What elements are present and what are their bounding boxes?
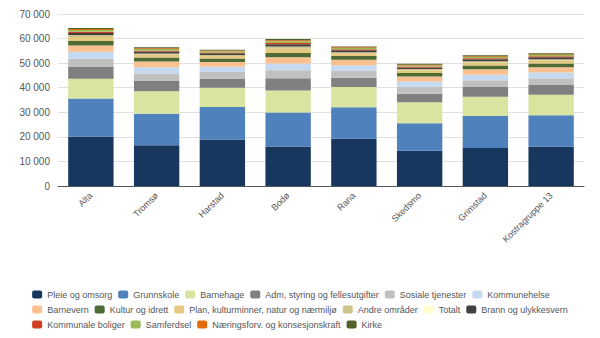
svg-text:0: 0 [44, 181, 50, 192]
svg-text:Skedsmo: Skedsmo [390, 190, 424, 224]
svg-text:Adm, styring og fellesutgifter: Adm, styring og fellesutgifter [265, 290, 379, 300]
svg-text:Totalt: Totalt [439, 305, 461, 315]
svg-text:20 000: 20 000 [19, 131, 50, 142]
svg-text:70 000: 70 000 [19, 9, 50, 20]
svg-text:Kommunale boliger: Kommunale boliger [47, 320, 125, 330]
svg-text:Samferdsel: Samferdsel [146, 320, 192, 330]
svg-text:Harstad: Harstad [197, 190, 226, 219]
svg-text:Pleie og omsorg: Pleie og omsorg [47, 290, 112, 300]
svg-text:40 000: 40 000 [19, 82, 50, 93]
svg-text:Andre områder: Andre områder [358, 305, 418, 315]
svg-text:30 000: 30 000 [19, 107, 50, 118]
svg-text:Kostragruppe 13: Kostragruppe 13 [501, 190, 555, 244]
svg-text:Bodø: Bodø [269, 190, 292, 213]
svg-text:50 000: 50 000 [19, 58, 50, 69]
svg-text:Grunnskole: Grunnskole [133, 290, 179, 300]
svg-text:Plan, kulturminner, natur og n: Plan, kulturminner, natur og nærmiljø [189, 305, 337, 315]
svg-text:Sosiale tjenester: Sosiale tjenester [400, 290, 467, 300]
svg-text:Barnehage: Barnehage [200, 290, 244, 300]
svg-text:Kultur og idrett: Kultur og idrett [110, 305, 169, 315]
svg-text:Grimstad: Grimstad [456, 190, 489, 223]
svg-text:Næringsforv. og konsesjonskraf: Næringsforv. og konsesjonskraft [212, 320, 341, 330]
svg-text:Kommunehelse: Kommunehelse [487, 290, 550, 300]
svg-text:Alta: Alta [76, 190, 94, 208]
svg-text:Kirke: Kirke [362, 320, 383, 330]
svg-text:Brann og ulykkesvern: Brann og ulykkesvern [481, 305, 568, 315]
svg-text:60 000: 60 000 [19, 33, 50, 44]
svg-text:Rana: Rana [335, 190, 357, 212]
svg-text:10 000: 10 000 [19, 156, 50, 167]
svg-text:Tromsø: Tromsø [131, 190, 160, 219]
svg-text:Barnevern: Barnevern [47, 305, 89, 315]
